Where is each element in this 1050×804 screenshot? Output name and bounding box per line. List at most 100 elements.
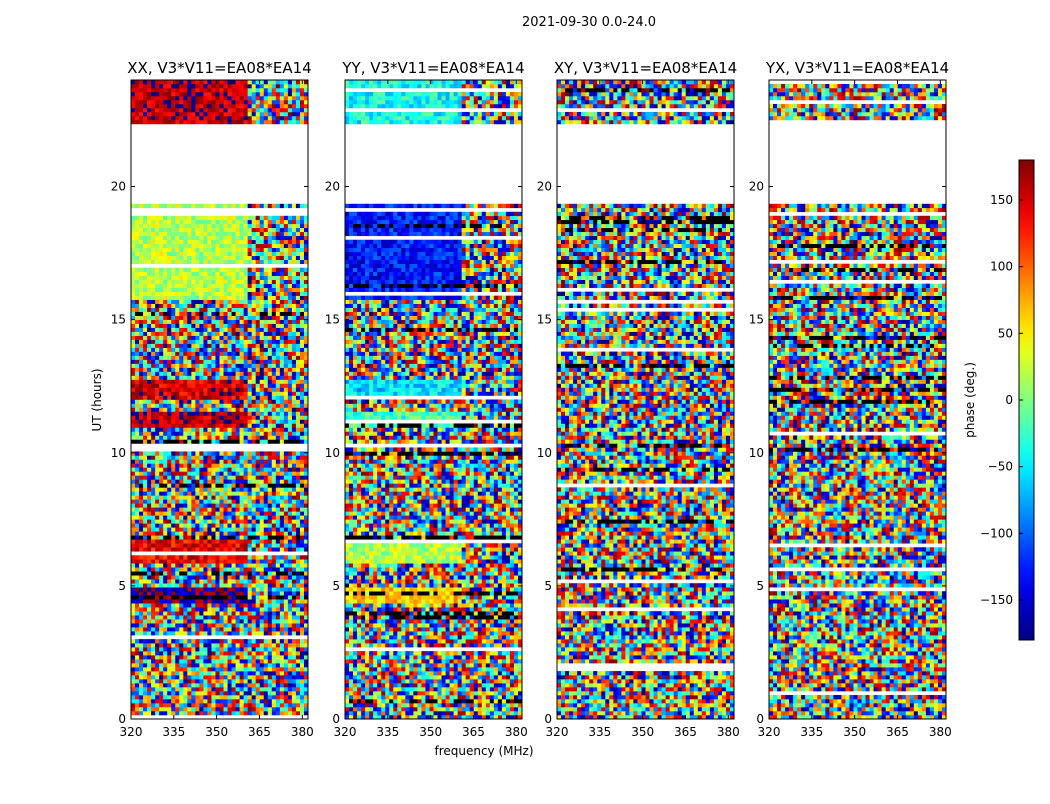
heatmap-cell	[175, 399, 180, 404]
heatmap-cell	[131, 247, 136, 253]
heatmap-cell	[255, 495, 261, 500]
heatmap-cell	[239, 647, 244, 652]
heatmap-cell	[159, 703, 164, 708]
heatmap-cell	[187, 247, 192, 253]
heatmap-cell	[279, 371, 285, 376]
heatmap-cell	[131, 359, 136, 364]
heatmap-cell	[219, 291, 224, 296]
heatmap-cell	[243, 339, 248, 344]
heatmap-cell	[231, 335, 236, 340]
heatmap-cell	[171, 491, 176, 496]
heatmap-cell	[175, 307, 180, 312]
heatmap-cell	[299, 603, 305, 608]
heatmap-cell	[283, 567, 289, 572]
heatmap-cell	[179, 547, 184, 552]
heatmap-cell	[143, 407, 148, 412]
heatmap-cell	[271, 535, 277, 540]
heatmap-cell	[211, 299, 216, 304]
heatmap-cell	[135, 383, 140, 388]
heatmap-cell	[199, 491, 204, 496]
heatmap-cell	[147, 603, 152, 608]
heatmap-cell	[191, 459, 196, 464]
heatmap-cell	[199, 475, 204, 480]
heatmap-cell	[175, 463, 180, 468]
heatmap-cell	[243, 679, 248, 684]
heatmap-cell	[267, 523, 273, 528]
heatmap-cell	[163, 683, 168, 688]
heatmap-cell	[199, 451, 204, 456]
heatmap-cell	[287, 651, 293, 656]
heatmap-cell	[211, 355, 216, 360]
heatmap-cell	[295, 531, 301, 536]
heatmap-cell	[131, 663, 136, 668]
heatmap-cell	[287, 711, 293, 716]
heatmap-cell	[195, 515, 200, 520]
heatmap-cell	[263, 339, 269, 344]
heatmap-cell	[143, 579, 148, 584]
heatmap-cell	[295, 295, 301, 300]
heatmap-cell	[207, 619, 212, 624]
heatmap-cell	[195, 399, 200, 404]
heatmap-cell	[291, 531, 297, 536]
heatmap-cell	[203, 659, 208, 664]
heatmap-cell	[203, 631, 208, 636]
heatmap-cell	[263, 335, 269, 340]
heatmap-cell	[239, 287, 244, 292]
heatmap-cell	[131, 643, 136, 648]
heatmap-cell	[215, 535, 220, 540]
heatmap-cell	[243, 599, 248, 604]
heatmap-cell	[227, 711, 232, 716]
heatmap-cell	[159, 335, 164, 340]
heatmap-cell	[275, 379, 281, 384]
heatmap-cell	[151, 659, 156, 664]
heatmap-cell	[279, 327, 285, 332]
heatmap-cell	[251, 423, 256, 428]
heatmap-cell	[203, 271, 208, 276]
heatmap-cell	[151, 343, 156, 348]
heatmap-cell	[259, 471, 265, 476]
heatmap-cell	[239, 319, 244, 324]
heatmap-cell	[183, 619, 188, 624]
heatmap-cell	[243, 611, 248, 616]
heatmap-cell	[283, 591, 289, 596]
heatmap-cell	[171, 259, 176, 265]
heatmap-cell	[263, 435, 269, 440]
heatmap-cell	[191, 599, 196, 604]
heatmap-cell	[191, 287, 196, 292]
heatmap-cell	[191, 495, 196, 500]
heatmap-cell	[271, 595, 277, 600]
heatmap-cell	[211, 507, 216, 512]
heatmap-cell	[155, 323, 160, 328]
heatmap-cell	[131, 491, 136, 496]
heatmap-cell	[303, 611, 309, 616]
heatmap-cell	[151, 583, 156, 588]
heatmap-cell	[275, 295, 281, 300]
heatmap-cell	[231, 583, 236, 588]
heatmap-cell	[247, 259, 252, 265]
heatmap-cell	[143, 687, 148, 692]
heatmap-cell	[267, 439, 273, 444]
heatmap-cell	[159, 351, 164, 356]
heatmap-cell	[167, 595, 172, 600]
heatmap-cell	[171, 583, 176, 588]
heatmap-cell	[151, 611, 156, 616]
heatmap-cell	[231, 671, 236, 676]
heatmap-cell	[203, 571, 208, 576]
heatmap-cell	[147, 279, 152, 284]
heatmap-cell	[287, 623, 293, 628]
heatmap-cell	[219, 407, 224, 412]
heatmap-cell	[211, 623, 216, 628]
heatmap-cell	[179, 515, 184, 520]
heatmap-cell	[255, 379, 261, 384]
heatmap-cell	[263, 355, 269, 360]
heatmap-cell	[175, 259, 180, 265]
heatmap-cell	[219, 623, 224, 628]
heatmap-cell	[263, 275, 269, 280]
heatmap-cell	[263, 567, 269, 572]
heatmap-cell	[243, 499, 248, 504]
heatmap-cell	[259, 367, 265, 372]
heatmap-cell	[143, 499, 148, 504]
heatmap-cell	[131, 667, 136, 672]
heatmap-cell	[147, 591, 152, 596]
heatmap-cell	[211, 503, 216, 508]
